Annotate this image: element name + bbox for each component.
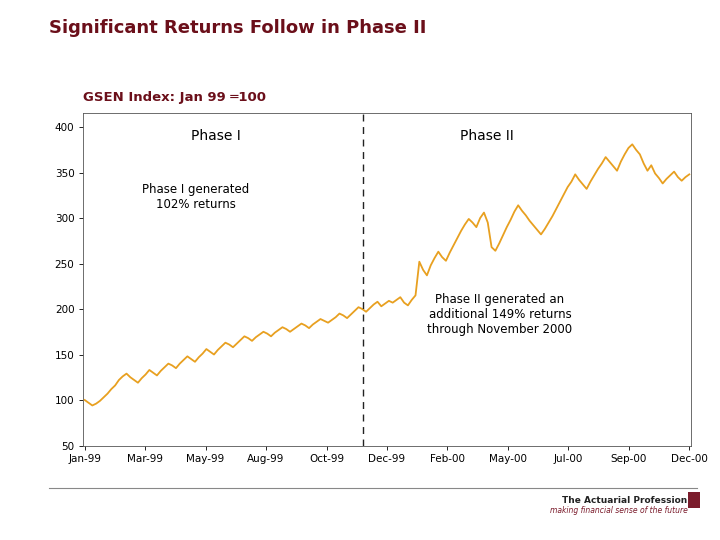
- Text: The Actuarial Profession: The Actuarial Profession: [562, 496, 688, 505]
- Text: GSEN Index: Jan 99 ═100: GSEN Index: Jan 99 ═100: [83, 91, 266, 104]
- Text: Phase II generated an
additional 149% returns
through November 2000: Phase II generated an additional 149% re…: [428, 293, 572, 336]
- Text: Phase II: Phase II: [460, 129, 514, 143]
- Text: Phase I: Phase I: [191, 129, 240, 143]
- Text: Phase I generated
102% returns: Phase I generated 102% returns: [143, 184, 250, 212]
- Text: Significant Returns Follow in Phase II: Significant Returns Follow in Phase II: [49, 19, 426, 37]
- Text: making financial sense of the future: making financial sense of the future: [550, 506, 688, 515]
